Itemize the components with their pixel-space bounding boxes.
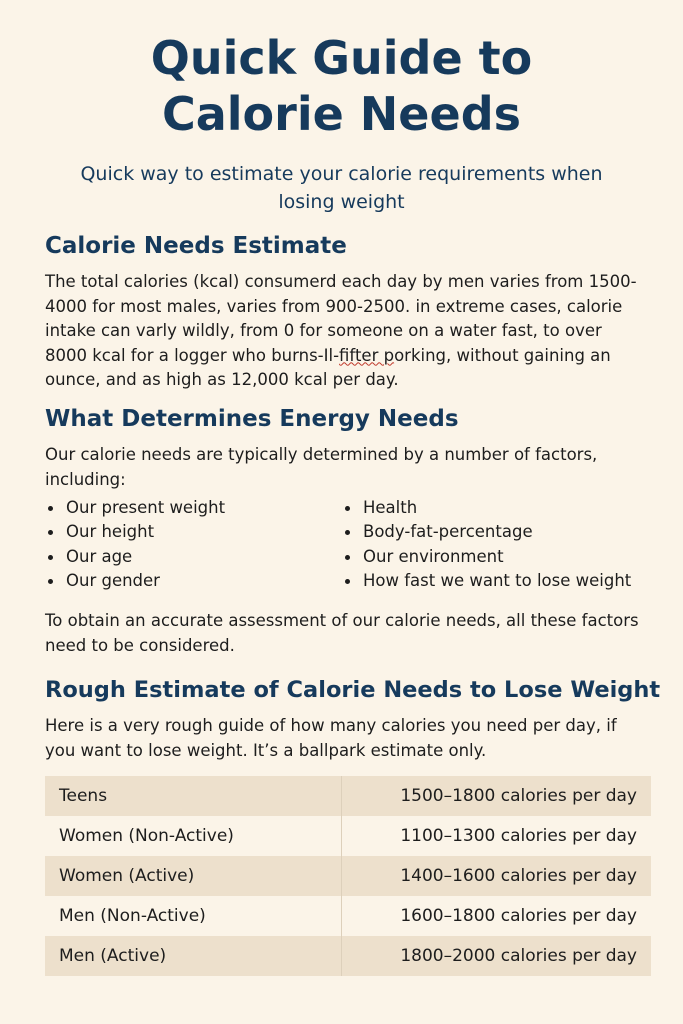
bullet-item: Health [342, 496, 631, 520]
factors-column-left: Our present weight Our height Our age Ou… [45, 496, 225, 594]
paragraph-text-part-1: The total calories (kcal) consumerd each… [45, 272, 637, 365]
page-title: Quick Guide to Calorie Needs [0, 30, 683, 142]
table-cell-group: Men (Non-Active) [45, 896, 342, 936]
table-cell-group: Women (Non-Active) [45, 816, 342, 856]
section-heading-calorie-needs: Calorie Needs Estimate [45, 233, 347, 259]
table-cell-calories: 1500–1800 calories per day [341, 776, 651, 816]
table-cell-calories: 1100–1300 calories per day [400, 826, 637, 846]
title-line-2: Calorie Needs [161, 87, 522, 141]
bullet-item: Our gender [45, 569, 225, 593]
table-row: Women (Active) 1400–1600 calories per da… [45, 856, 651, 896]
bullet-item: Our environment [342, 545, 631, 569]
title-line-1: Quick Guide to [150, 31, 533, 85]
rough-estimate-intro: Here is a very rough guide of how many c… [45, 716, 617, 760]
energy-needs-intro: Our calorie needs are typically determin… [45, 445, 598, 489]
bullet-item: Our present weight [45, 496, 225, 520]
paragraph-text-part-2: orking, without gaining an ounce, and as… [45, 345, 611, 390]
table-cell-group: Teens [45, 776, 342, 816]
table-cell-calories: 1800–2000 calories per day [341, 936, 651, 976]
factors-column-right: Health Body-fat-percentage Our environme… [342, 496, 631, 594]
calorie-estimate-table: Teens 1500–1800 calories per day Women (… [45, 776, 651, 976]
table-cell-calories: 1600–1800 calories per day [400, 906, 637, 926]
bullet-item: How fast we want to lose weight [342, 569, 631, 593]
table-row: Women (Non-Active) 1100–1300 calories pe… [45, 816, 651, 856]
misspelled-word: fifter p [339, 345, 395, 365]
table-row: Men (Non-Active) 1600–1800 calories per … [45, 896, 651, 936]
section-heading-rough-estimate: Rough Estimate of Calorie Needs to Lose … [45, 677, 661, 703]
table-cell-group: Women (Active) [45, 856, 342, 896]
bullet-item: Body-fat-percentage [342, 520, 631, 544]
table-cell-group: Men (Active) [45, 936, 342, 976]
bullet-item: Our age [45, 545, 225, 569]
section-heading-energy-needs: What Determines Energy Needs [45, 406, 459, 432]
calorie-needs-paragraph: The total calories (kcal) consumerd each… [45, 270, 645, 393]
table-row: Men (Active) 1800–2000 calories per day [45, 936, 651, 976]
table-row: Teens 1500–1800 calories per day [45, 776, 651, 816]
bullet-item: Our height [45, 520, 225, 544]
page-subtitle: Quick way to estimate your calorie requi… [80, 163, 603, 213]
table-cell-calories: 1400–1600 calories per day [341, 856, 651, 896]
energy-needs-conclusion: To obtain an accurate assessment of our … [45, 611, 639, 655]
